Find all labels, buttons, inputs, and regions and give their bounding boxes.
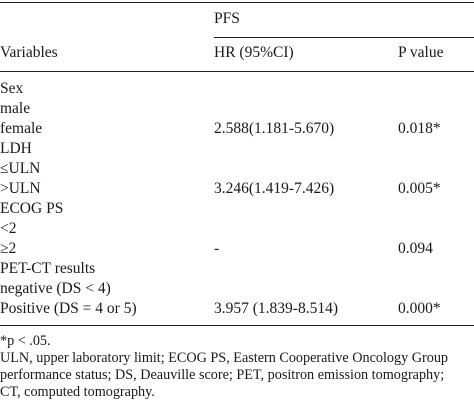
table-row: ≤ULN xyxy=(0,160,474,178)
variable-cell: negative (DS < 4) xyxy=(0,280,111,297)
pfs-group-rule xyxy=(214,37,474,38)
variable-cell: ≤ULN xyxy=(0,160,41,177)
hr-cell: 3.246(1.419-7.426) xyxy=(214,180,335,197)
abbreviations-footnote-line: performance status; DS, Deauville score;… xyxy=(0,367,445,383)
variable-cell: male xyxy=(0,100,31,117)
variable-cell: PET-CT results xyxy=(0,260,96,277)
pfs-group-header: PFS xyxy=(214,10,240,27)
table-row: negative (DS < 4) xyxy=(0,280,474,298)
table-row: ≥2 - 0.094 xyxy=(0,240,474,258)
p-value-cell: 0.094 xyxy=(398,240,433,257)
table-row: male xyxy=(0,100,474,118)
variable-cell: Positive (DS = 4 or 5) xyxy=(0,300,137,317)
p-value-cell: 0.005* xyxy=(398,180,441,197)
table-row: PET-CT results xyxy=(0,260,474,278)
table-row: Positive (DS = 4 or 5) 3.957 (1.839-8.51… xyxy=(0,300,474,318)
variable-cell: LDH xyxy=(0,140,32,157)
table-row: LDH xyxy=(0,140,474,158)
variable-cell: Sex xyxy=(0,80,24,97)
p-value-cell: 0.000* xyxy=(398,300,441,317)
variable-cell: ECOG PS xyxy=(0,200,64,217)
table-row: Sex xyxy=(0,80,474,98)
table-row: ECOG PS xyxy=(0,200,474,218)
hr-cell: 3.957 (1.839-8.514) xyxy=(214,300,338,317)
hr-cell: - xyxy=(214,240,220,257)
hr-cell: 2.588(1.181-5.670) xyxy=(214,120,335,137)
abbreviations-footnote-line: CT, computed tomography. xyxy=(0,384,155,400)
variables-column-header: Variables xyxy=(0,44,58,61)
table-row: female 2.588(1.181-5.670) 0.018* xyxy=(0,120,474,138)
variable-cell: female xyxy=(0,120,43,137)
table-row: >ULN 3.246(1.419-7.426) 0.005* xyxy=(0,180,474,198)
significance-footnote: *p < .05. xyxy=(0,333,51,349)
variable-cell: ≥2 xyxy=(0,240,17,257)
table-top-rule xyxy=(0,2,474,3)
abbreviations-footnote-line: ULN, upper laboratory limit; ECOG PS, Ea… xyxy=(0,350,449,366)
hr-column-header: HR (95%CI) xyxy=(214,44,294,61)
p-value-column-header: P value xyxy=(398,44,444,61)
header-bottom-rule xyxy=(0,71,474,72)
table-bottom-rule xyxy=(0,325,474,326)
p-value-cell: 0.018* xyxy=(398,120,441,137)
table-row: <2 xyxy=(0,220,474,238)
variable-cell: <2 xyxy=(0,220,17,237)
variable-cell: >ULN xyxy=(0,180,41,197)
